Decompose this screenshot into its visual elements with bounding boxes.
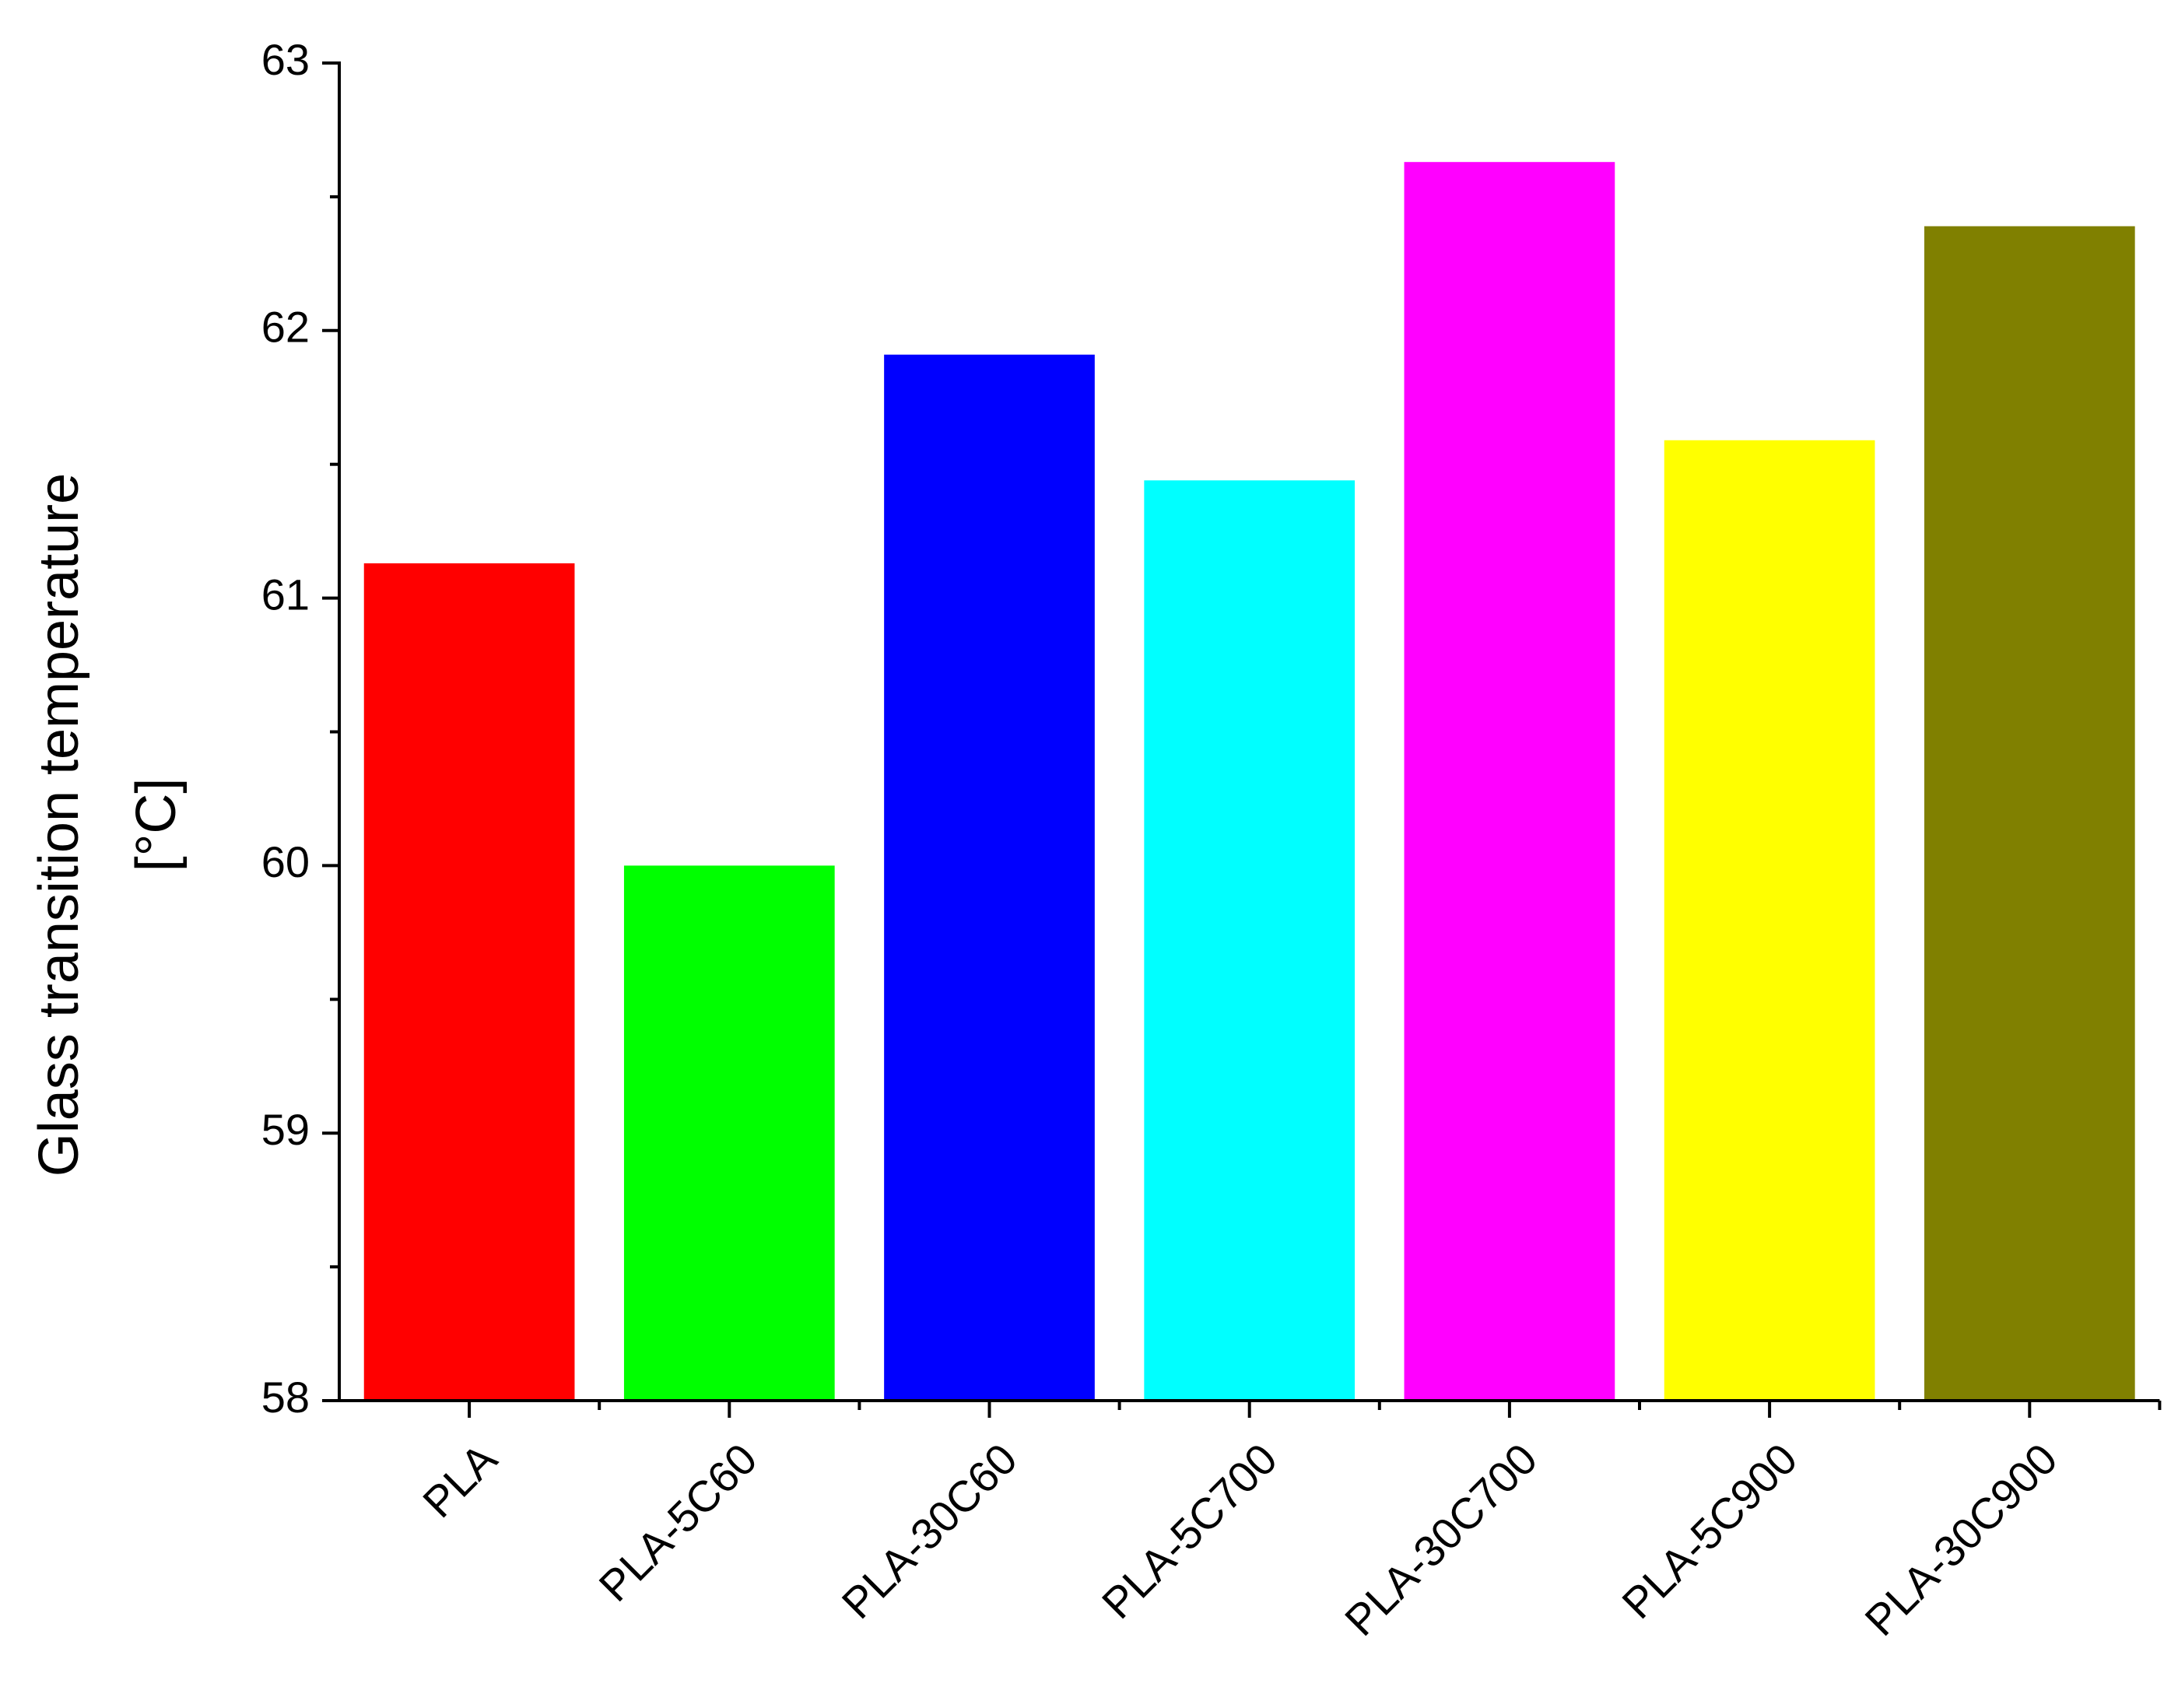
x-tick-label: PLA-5C700: [1093, 1434, 1286, 1628]
bar: [884, 354, 1095, 1401]
x-tick-label: PLA-30C700: [1335, 1434, 1546, 1645]
y-tick-label: 61: [261, 570, 310, 619]
bar: [623, 865, 835, 1401]
x-tick-label: PLA: [413, 1433, 507, 1527]
x-tick-label: PLA-5C60: [589, 1434, 766, 1611]
x-tick-label: PLA-30C900: [1855, 1434, 2066, 1645]
y-tick-label: 62: [261, 303, 310, 352]
y-tick-label: 58: [261, 1373, 310, 1422]
y-tick-label: 63: [261, 35, 310, 84]
bar: [363, 563, 575, 1401]
bar: [1664, 440, 1875, 1401]
x-tick-label: PLA-30C60: [833, 1434, 1026, 1628]
y-tick-label: 59: [261, 1105, 310, 1154]
bar: [1404, 162, 1615, 1401]
y-axis-label: Glass transition temperature: [28, 473, 90, 1177]
y-axis-label: [°C]: [125, 778, 188, 872]
bar: [1924, 226, 2135, 1401]
y-tick-label: 60: [261, 837, 310, 886]
bar: [1144, 480, 1356, 1401]
x-tick-label: PLA-5C900: [1612, 1434, 1806, 1628]
